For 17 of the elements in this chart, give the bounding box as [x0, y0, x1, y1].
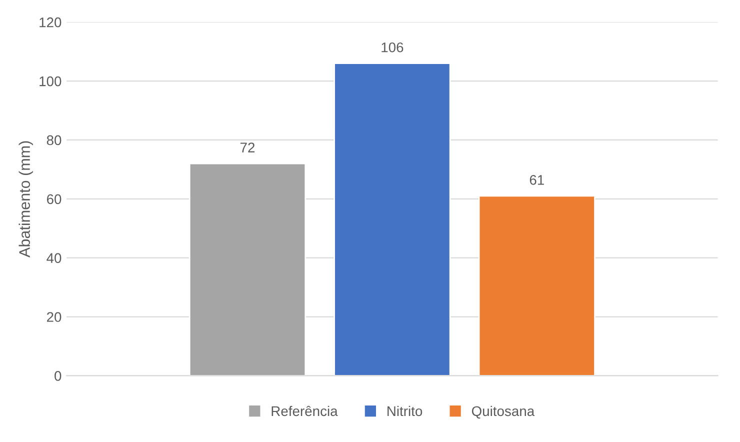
y-tick-label: 80 [46, 135, 62, 146]
bar [334, 62, 451, 376]
y-tick-label: 0 [54, 371, 62, 381]
legend-label: Nitrito [388, 406, 422, 416]
y-tick-label: 120 [40, 17, 62, 28]
data-label: 72 [240, 142, 255, 152]
bar [478, 195, 596, 376]
data-label: 106 [382, 42, 404, 52]
y-tick-label: 60 [46, 194, 62, 204]
y-tick-label: 40 [46, 253, 62, 264]
legend-label: Quitosana [472, 406, 535, 419]
y-tick-label: 20 [46, 312, 62, 322]
y-tick-label: 100 [40, 76, 62, 86]
y-axis-title: Abatimento (mm) [18, 141, 34, 258]
legend-label: Referência [272, 406, 338, 416]
bar [188, 162, 306, 376]
data-label: 61 [530, 175, 544, 185]
